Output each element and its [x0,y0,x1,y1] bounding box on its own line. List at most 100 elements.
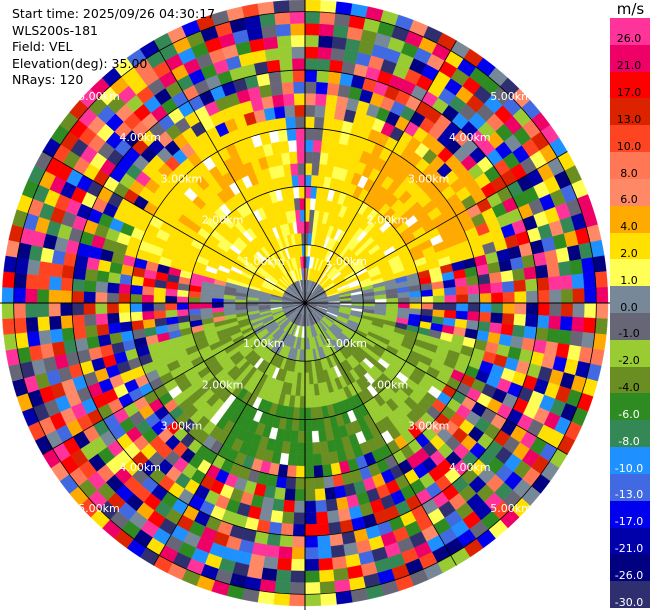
velocity-gate [290,558,306,572]
colorbar-tick-label: 10.0 [616,139,642,153]
velocity-gate [304,23,320,36]
velocity-gate [546,262,561,278]
velocity-gate [293,198,301,211]
velocity-gate [259,13,276,27]
velocity-gate [13,302,26,319]
ring-label: 1.00km [325,337,367,350]
velocity-gate [211,302,224,309]
velocity-gate [558,329,572,346]
velocity-gate [409,296,422,304]
colorbar-tick-label: -2.0 [618,354,640,368]
colorbar-segment [610,393,650,421]
colorbar-segment [610,420,650,448]
azimuth-spoke [42,151,306,304]
velocity-gate [72,314,85,328]
velocity-gate [582,317,597,334]
velocity-gate [432,295,445,304]
colorbar-tick-label: 26.0 [616,32,642,46]
colorbar-tick-label: -10.0 [614,461,644,475]
velocity-gate [268,521,283,535]
velocity-gate [560,302,574,318]
velocity-gate [409,302,422,310]
velocity-gate [282,93,295,107]
velocity-gate [498,259,513,273]
velocity-gate [83,302,96,315]
velocity-gate [299,384,306,397]
velocity-gate [324,486,337,501]
velocity-gate [320,452,331,466]
ring-label: 1.00km [243,337,285,350]
velocity-gate [281,81,295,95]
colorbar-segment [610,554,650,582]
velocity-gate [294,104,306,117]
velocity-gate [351,305,364,310]
velocity-gate [37,316,51,332]
velocity-gate [502,291,515,304]
velocity-gate [96,270,110,283]
velocity-gate [97,333,112,347]
velocity-gate [500,323,514,336]
velocity-gate [299,197,306,211]
velocity-gate [13,317,28,334]
velocity-gate [165,309,178,318]
velocity-gate [199,302,213,309]
colorbar-tick-label: 17.0 [616,86,642,100]
velocity-gate [291,46,306,59]
velocity-gate [300,221,306,234]
velocity-gate [119,321,133,333]
velocity-gate [141,294,154,304]
velocity-gate [130,284,143,295]
velocity-gate [272,94,285,108]
velocity-gate [293,512,306,525]
velocity-gate [15,332,29,349]
colorbar-segment [610,125,650,153]
velocity-colorbar: 26.0 21.0 17.0 13.0 10.0 8.0 6.0 4.0 2.0 1.0 0.0 -1… [610,18,650,609]
velocity-gate [84,268,98,282]
velocity-gate [584,287,597,304]
ring-label: 5.00km [490,90,532,103]
velocity-gate [310,418,319,432]
colorbar-tick-label: 21.0 [616,59,642,73]
velocity-gate [334,13,351,27]
velocity-gate [61,264,75,279]
velocity-gate [337,508,352,522]
velocity-gate [2,318,16,335]
velocity-gate [37,274,51,290]
velocity-gate [304,547,319,560]
velocity-gate [304,512,317,525]
velocity-gate [223,302,236,308]
velocity-gate [467,302,480,313]
ring-label: 2.00km [202,378,244,391]
velocity-gate [304,372,310,385]
velocity-gate [420,289,434,298]
colorbar-segment [610,313,650,341]
velocity-gate [502,302,515,315]
velocity-gate [510,256,524,271]
velocity-gate [323,475,335,489]
colorbar-tick-label: 8.0 [620,166,638,180]
velocity-gate [36,288,50,304]
colorbar-tick-label: -4.0 [618,381,640,395]
velocity-gate [560,288,574,304]
velocity-gate [106,282,120,294]
elevation-text: Elevation(deg): 35.00 [12,55,148,71]
velocity-gate [478,311,492,323]
start-time-text: Start time: 2025/09/26 04:30:17 [12,6,216,21]
velocity-gate [176,302,189,310]
velocity-gate [304,523,318,537]
velocity-gate [279,140,290,154]
velocity-gate [292,535,306,548]
velocity-gate [294,489,306,502]
velocity-gate [288,441,298,455]
velocity-gate [25,302,38,318]
velocity-gate [443,286,457,296]
velocity-gate [525,302,539,316]
velocity-gate [141,310,155,321]
velocity-gate [26,259,41,276]
velocity-gate [297,430,306,443]
velocity-gate [130,293,143,304]
velocity-gate [594,271,608,288]
velocity-gate [153,310,167,320]
velocity-gate [60,302,73,316]
velocity-gate [523,266,537,281]
